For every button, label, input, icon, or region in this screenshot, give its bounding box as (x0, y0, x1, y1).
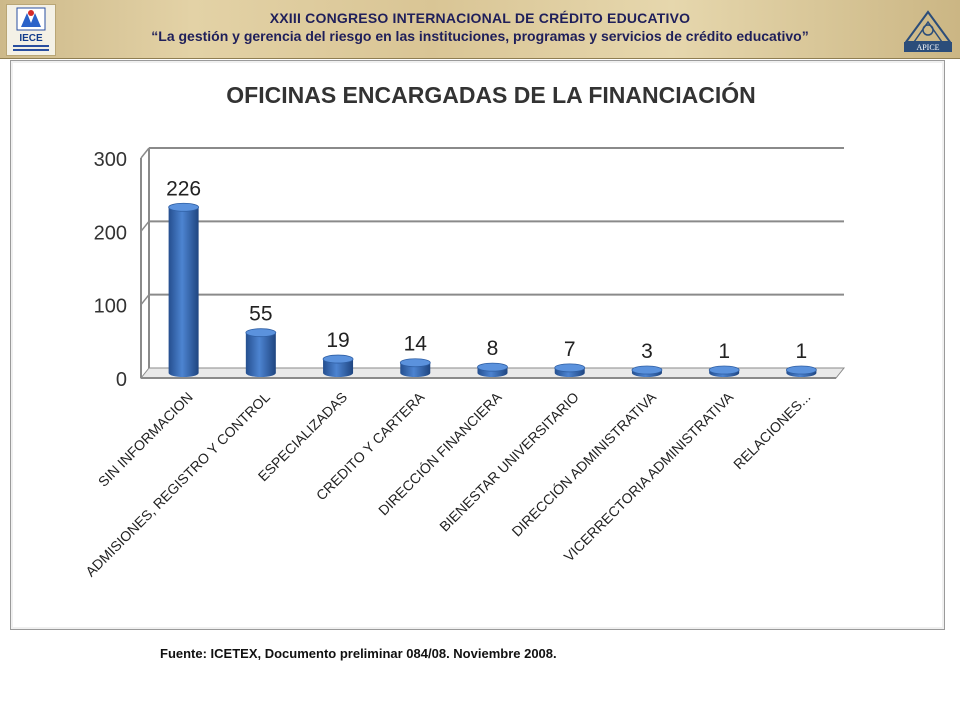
bar-top (708, 365, 740, 375)
y-tick-labels: 0 100 200 300 (94, 149, 127, 391)
apice-logo: APICE (902, 8, 954, 54)
apice-logo-text: APICE (916, 43, 939, 52)
bar-top (399, 358, 431, 368)
y-tick-label: 100 (94, 296, 127, 318)
apice-logo-graphic: APICE (904, 10, 952, 52)
bar-body (323, 359, 354, 377)
bar (708, 365, 740, 377)
x-tick-label: VICERRECTORIA ADMINISTRATIVA (561, 388, 737, 564)
data-label: 14 (404, 333, 428, 356)
bar (785, 365, 817, 377)
slide-header: IECE XXIII CONGRESO INTERNACIONAL DE CRÉ… (0, 0, 960, 59)
data-label: 55 (249, 303, 272, 326)
gridline-diag (140, 220, 150, 232)
bar-top (631, 365, 663, 375)
bar-top (322, 354, 354, 364)
data-label: 7 (564, 338, 576, 361)
x-tick-label: BIENESTAR UNIVERSITARIO (436, 389, 582, 535)
data-labels: 226 55 19 14 8 7 3 1 1 (166, 177, 807, 363)
x-tick-label: RELACIONES... (730, 389, 813, 472)
bar (477, 362, 508, 377)
bar-top (785, 365, 817, 375)
chart-title: OFICINAS ENCARGADAS DE LA FINANCIACIÓN (226, 81, 755, 108)
bar-body (245, 332, 276, 377)
gridline-diag (140, 294, 150, 306)
data-label: 19 (326, 329, 349, 352)
bar-top (168, 202, 200, 212)
iece-logo-text: IECE (19, 33, 43, 44)
bar-body (168, 207, 199, 377)
y-tick-label: 300 (94, 149, 127, 171)
bar-chart: OFICINAS ENCARGADAS DE LA FINANCIACIÓN 2… (82, 81, 846, 580)
bar-top (554, 363, 586, 373)
x-tick-label: DIRECCIÓN ADMINISTRATIVA (508, 388, 659, 539)
source-note: Fuente: ICETEX, Documento preliminar 084… (160, 646, 557, 661)
data-label: 3 (641, 340, 653, 363)
iece-logo: IECE (6, 4, 56, 56)
bar-top (245, 328, 277, 338)
iece-logo-graphic: IECE (13, 7, 49, 51)
y-tick-label: 0 (116, 369, 127, 391)
data-label: 226 (166, 177, 201, 200)
data-label: 8 (487, 337, 499, 360)
data-label: 1 (796, 340, 808, 363)
bar (631, 365, 663, 377)
bar (554, 363, 586, 377)
bar (168, 202, 200, 377)
grid-lines (140, 147, 844, 306)
congress-title: XXIII CONGRESO INTERNACIONAL DE CRÉDITO … (269, 10, 691, 26)
x-tick-label: DIRECCIÓN FINANCIERA (375, 388, 505, 518)
chart-frame: OFICINAS ENCARGADAS DE LA FINANCIACIÓN 2… (10, 60, 945, 630)
gridline-diag (140, 147, 150, 159)
data-label: 1 (718, 340, 730, 363)
bars (168, 202, 817, 377)
bar (245, 328, 277, 377)
congress-subtitle: “La gestión y gerencia del riesgo en las… (151, 28, 809, 44)
bar (322, 354, 354, 377)
bar (399, 358, 431, 377)
y-tick-label: 200 (94, 222, 127, 244)
bar-top (477, 362, 508, 372)
